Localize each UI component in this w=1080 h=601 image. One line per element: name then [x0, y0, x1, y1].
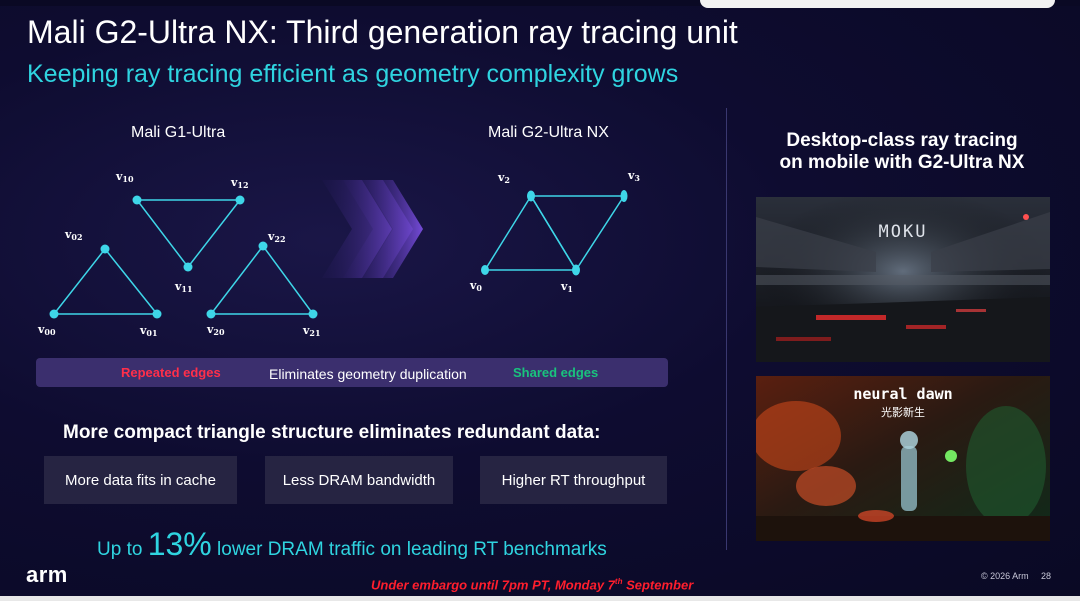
g1-vertex-dot-v12 — [235, 195, 245, 205]
g1-ultra-heading: Mali G1-Ultra — [131, 124, 226, 141]
eliminates-duplication-label: Eliminates geometry duplication — [269, 366, 467, 382]
repeated-edges-label: Repeated edges — [121, 365, 221, 380]
g1-vertex-dot-v11 — [183, 262, 193, 272]
bottom-bar — [0, 596, 1080, 601]
g1-vertex-dot-v00 — [49, 309, 59, 319]
slide-subtitle: Keeping ray tracing efficient as geometr… — [27, 60, 679, 88]
g2-vertex-label-v2: v2 — [497, 171, 510, 185]
g2-vertex-label-v1: v1 — [560, 280, 573, 294]
triangle-diagram: v10 v12 v02 v22 v11 v00 v01 v20 v21 v2 v… — [37, 169, 640, 338]
g1-vertex-label-v00: v00 — [37, 323, 56, 337]
g2-vertex-dot-v3 — [620, 190, 628, 202]
g1-vertex-dot-v21 — [308, 309, 318, 319]
neural-dawn-cn-title: 光影新生 — [881, 405, 925, 419]
dram-traffic-stat: Up to 13% lower DRAM traffic on leading … — [97, 526, 607, 563]
g2-vertex-dots — [481, 190, 628, 276]
right-panel-title-line1: Desktop-class ray tracing — [786, 130, 1018, 151]
g1-triangle-2 — [209, 244, 315, 315]
neural-dawn-game-image: neural dawn 光影新生 — [756, 376, 1050, 541]
embargo-notice: Under embargo until 7pm PT, Monday 7th S… — [371, 577, 693, 592]
g2-vertex-dot-v1 — [572, 264, 580, 276]
neural-dawn-logo: neural dawn — [853, 385, 952, 403]
page-number: 28 — [1041, 571, 1052, 581]
g1-triangle-0 — [52, 247, 159, 315]
embargo-text-a: Under embargo until 7pm PT, Monday 7 — [371, 577, 615, 593]
g1-vertex-label-v01: v01 — [139, 324, 158, 338]
shared-edges-label: Shared edges — [513, 365, 599, 380]
g2-ultra-nx-heading: Mali G2-Ultra NX — [488, 124, 609, 141]
g1-vertex-label-v02: v02 — [64, 228, 83, 242]
right-panel-title: Desktop-class ray tracing on mobile with… — [756, 130, 1048, 174]
g2-triangle-a — [483, 194, 578, 271]
top-bar — [0, 0, 1080, 6]
vertical-divider — [726, 108, 727, 550]
g1-vertex-dot-v22 — [258, 241, 268, 251]
g1-vertex-label-v11: v11 — [174, 280, 193, 294]
stat-prefix: Up to — [97, 539, 148, 560]
stat-suffix: lower DRAM traffic on leading RT benchma… — [211, 539, 607, 560]
moku-game-image: MOKU — [756, 197, 1050, 362]
g1-vertex-label-v22: v22 — [267, 230, 286, 244]
g2-triangle-b — [529, 195, 626, 272]
g2-vertex-label-v0: v0 — [469, 279, 482, 293]
top-search-pill — [700, 0, 1055, 8]
transition-chevrons — [322, 180, 423, 278]
g1-vertex-dots — [49, 195, 318, 319]
g2-triangles — [483, 194, 626, 272]
g1-vertex-dot-v01 — [152, 309, 162, 319]
copyright: © 2026 Arm — [981, 571, 1029, 581]
compact-structure-heading: More compact triangle structure eliminat… — [63, 422, 601, 443]
g1-vertex-label-v12: v12 — [230, 176, 249, 190]
stat-value: 13% — [147, 526, 212, 562]
g1-triangles — [52, 199, 315, 315]
right-panel-title-line2: on mobile with G2-Ultra NX — [779, 152, 1025, 173]
benefit-card-dram: Less DRAM bandwidth — [265, 456, 453, 504]
embargo-sup: th — [614, 577, 623, 586]
comparison-strip — [36, 358, 668, 387]
slide-title: Mali G2-Ultra NX: Third generation ray t… — [27, 14, 738, 50]
moku-logo: MOKU — [879, 222, 928, 242]
g1-vertex-label-v10: v10 — [115, 170, 134, 184]
g1-vertex-label-v21: v21 — [302, 324, 321, 338]
arm-logo: arm — [26, 562, 68, 587]
g1-vertex-label-v20: v20 — [206, 323, 225, 337]
g1-vertex-dot-v20 — [206, 309, 216, 319]
g1-vertex-dot-v10 — [132, 195, 142, 205]
g2-vertex-label-v3: v3 — [627, 169, 640, 183]
benefit-card-cache: More data fits in cache — [44, 456, 237, 504]
g1-triangle-1 — [135, 199, 242, 269]
benefit-card-throughput: Higher RT throughput — [480, 456, 667, 504]
g1-vertex-dot-v02 — [100, 244, 110, 254]
embargo-text-b: September — [622, 577, 694, 593]
g2-vertex-dot-v2 — [527, 190, 535, 202]
g2-vertex-dot-v0 — [481, 265, 489, 275]
